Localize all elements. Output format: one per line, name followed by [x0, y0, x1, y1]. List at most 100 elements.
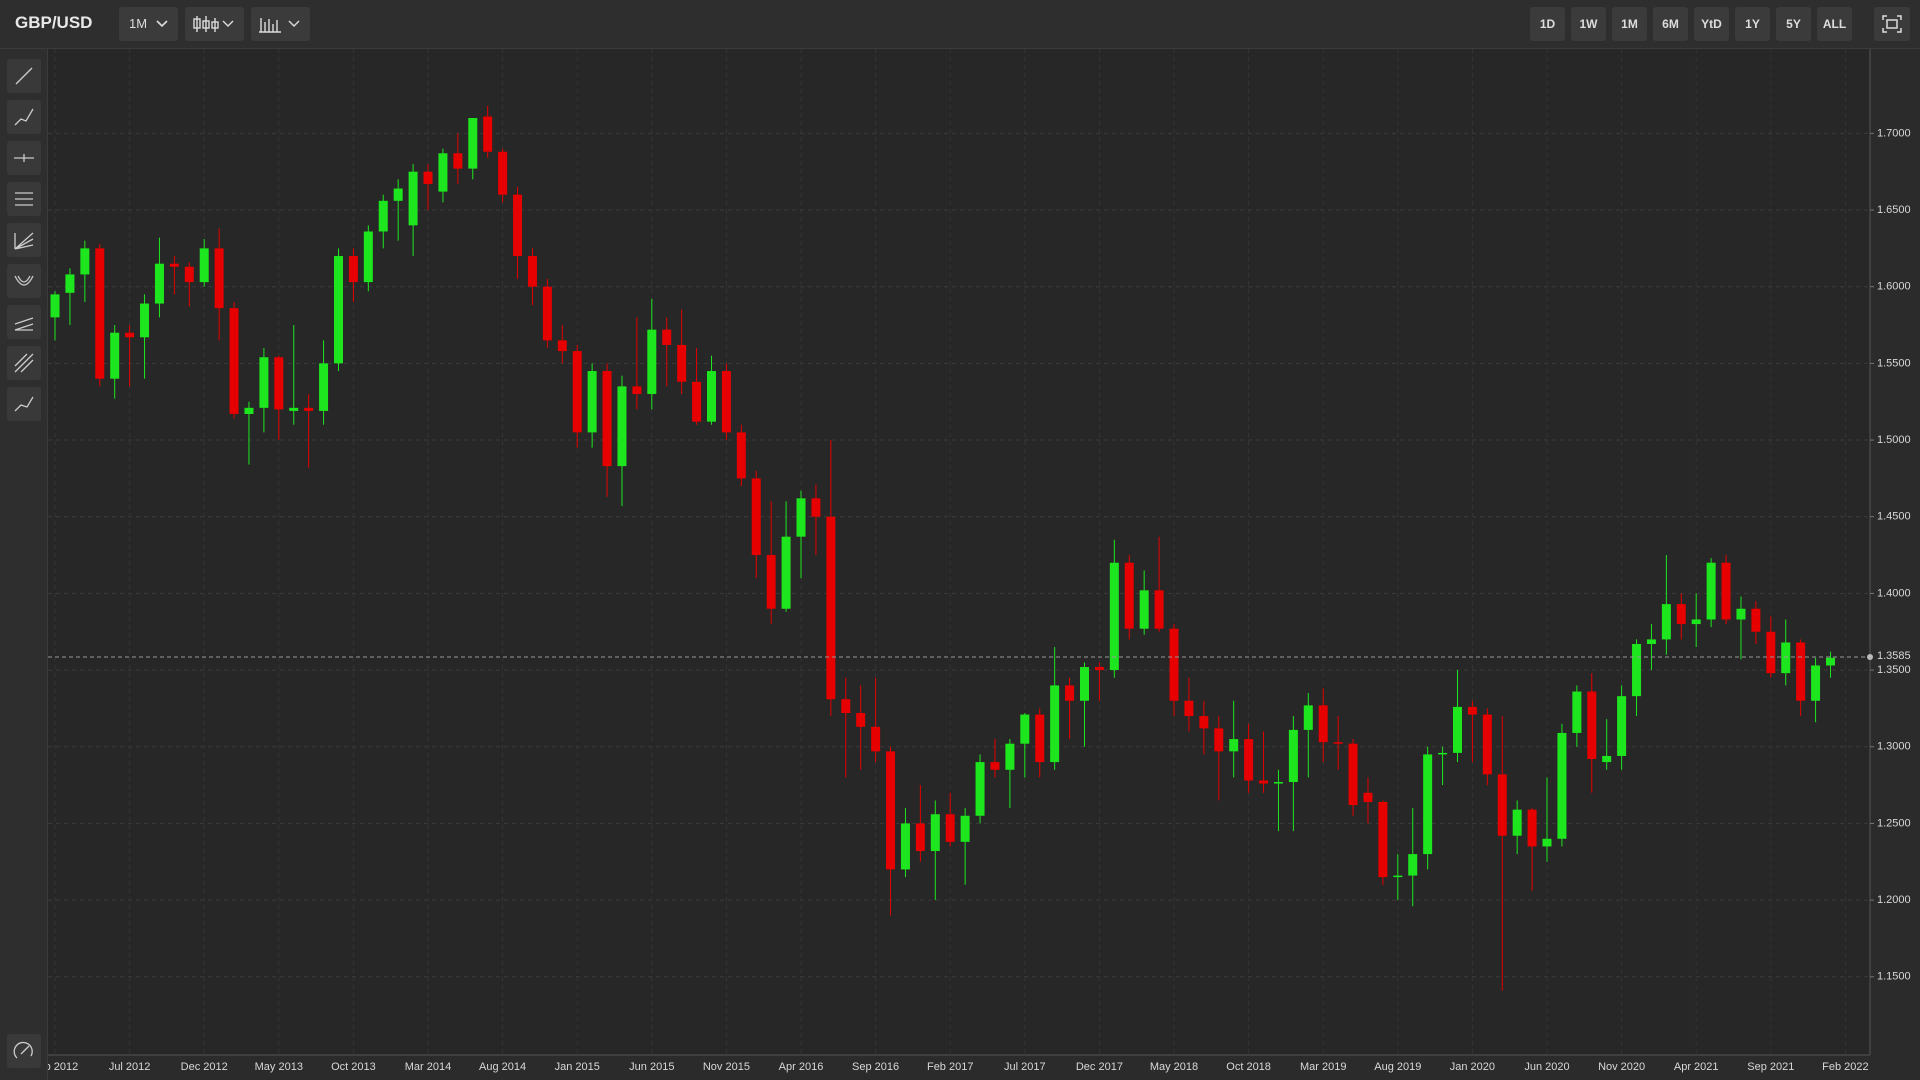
- candle-body: [1452, 706, 1462, 753]
- fullscreen-icon: [1882, 15, 1902, 33]
- drawing-tool[interactable]: [7, 223, 41, 257]
- candle-body: [1199, 716, 1209, 729]
- candle-body: [930, 814, 940, 852]
- candle-body: [721, 371, 731, 433]
- candle-body: [1676, 604, 1686, 625]
- indicator-icon: [259, 18, 300, 33]
- candle-body: [1035, 714, 1045, 763]
- interval: 1M: [129, 16, 148, 31]
- drawing-tool[interactable]: [7, 1034, 41, 1068]
- candle-body: [319, 363, 329, 411]
- candle-body: [1273, 782, 1283, 784]
- drawing-tool[interactable]: [7, 100, 41, 134]
- x-tick-label: Jun 2015: [629, 1061, 674, 1073]
- candle-body: [1438, 752, 1448, 755]
- x-tick-label: Jul 2017: [1004, 1061, 1046, 1073]
- drawing-tool[interactable]: [7, 305, 41, 339]
- candle-body: [1811, 665, 1821, 701]
- candle-body: [557, 340, 567, 352]
- candle-body: [1766, 631, 1776, 674]
- candle-body: [1617, 696, 1627, 756]
- candle-body: [826, 516, 836, 700]
- drawing-tool[interactable]: [7, 387, 41, 421]
- candle-body: [1736, 608, 1746, 620]
- candle-body: [110, 332, 120, 379]
- candle-body: [363, 231, 373, 283]
- icon-path: [13, 1041, 33, 1059]
- drawing-tool[interactable]: [7, 141, 41, 175]
- candle-body: [1557, 732, 1567, 839]
- range-button[interactable]: 1M: [1612, 7, 1647, 41]
- range-button[interactable]: ALL: [1817, 7, 1852, 41]
- y-tick-label: 1.6500: [1877, 204, 1911, 216]
- candle-body: [990, 762, 1000, 770]
- tool-icon: [15, 67, 33, 85]
- symbol: GBP/USD: [15, 13, 93, 32]
- candle-body: [125, 332, 135, 338]
- range-button[interactable]: 5Y: [1776, 7, 1811, 41]
- range-button[interactable]: 1Y: [1735, 7, 1770, 41]
- x-tick-label: May 2013: [255, 1061, 303, 1073]
- candle-body: [1303, 705, 1313, 730]
- range-button[interactable]: 1W: [1571, 7, 1606, 41]
- x-tick-label: Mar 2019: [1300, 1061, 1346, 1073]
- candle-icon: [193, 16, 234, 32]
- candle-body: [677, 344, 687, 382]
- tool-icon: [14, 353, 34, 373]
- candle-body: [453, 153, 463, 169]
- candle-body: [1214, 728, 1224, 752]
- candle-body: [572, 351, 582, 433]
- candle-body: [1393, 875, 1403, 878]
- drawing-tool[interactable]: [7, 59, 41, 93]
- y-tick-label: 1.2500: [1877, 817, 1911, 829]
- drawing-tool[interactable]: [7, 346, 41, 380]
- x-tick-label: Nov 2020: [1598, 1061, 1645, 1073]
- candle-body: [1572, 691, 1582, 733]
- candle-body: [1587, 691, 1597, 760]
- candle-body: [1512, 809, 1522, 836]
- drawing-tool[interactable]: [7, 264, 41, 298]
- tool-icon: [14, 108, 34, 126]
- chart-type-dropdown[interactable]: [185, 7, 244, 41]
- candle-body: [1706, 562, 1716, 620]
- x-tick-label: Mar 2014: [405, 1061, 451, 1073]
- x-tick-label: Dec 2012: [181, 1061, 228, 1073]
- candle-body: [1497, 774, 1507, 836]
- y-tick-label: 1.4500: [1877, 511, 1911, 523]
- candle-body: [498, 151, 508, 195]
- candle-body: [751, 478, 761, 556]
- candle-body: [289, 407, 299, 411]
- indicator-dropdown[interactable]: [251, 7, 310, 41]
- candle-body: [1661, 604, 1671, 640]
- range-button[interactable]: 6M: [1653, 7, 1688, 41]
- y-tick-label: 1.5000: [1877, 434, 1911, 446]
- x-tick-label: May 2018: [1150, 1061, 1198, 1073]
- x-tick-label: Aug 2019: [1374, 1061, 1421, 1073]
- x-tick-label: Oct 2013: [331, 1061, 376, 1073]
- candle-body: [1721, 562, 1731, 620]
- y-tick-label: 1.3500: [1877, 664, 1911, 676]
- candle-body: [199, 248, 209, 283]
- drawing-tool[interactable]: [7, 182, 41, 216]
- candle-body: [483, 116, 493, 152]
- candle-body: [1632, 644, 1642, 697]
- candle-body: [80, 248, 90, 275]
- interval-dropdown[interactable]: 1M: [119, 7, 178, 41]
- candle-body: [1050, 685, 1060, 763]
- fullscreen-button[interactable]: [1874, 7, 1910, 41]
- range-button[interactable]: YtD: [1694, 7, 1729, 41]
- top-bar: GBP/USD 1M 1D 1W 1M 6M YtD 1Y 5Y ALL: [0, 0, 1920, 49]
- tool-icon: [14, 275, 34, 286]
- candle-body: [1348, 743, 1358, 806]
- candle-body: [1781, 642, 1791, 674]
- range-button[interactable]: 1D: [1530, 7, 1565, 41]
- candle-body: [1244, 739, 1254, 781]
- tool-icon: [14, 317, 34, 331]
- x-tick-label: Feb 2017: [927, 1061, 973, 1073]
- candle-body: [886, 751, 896, 870]
- candle-body: [438, 153, 448, 192]
- candle-body: [1169, 628, 1179, 701]
- candle-body: [975, 762, 985, 816]
- candle-body: [736, 432, 746, 479]
